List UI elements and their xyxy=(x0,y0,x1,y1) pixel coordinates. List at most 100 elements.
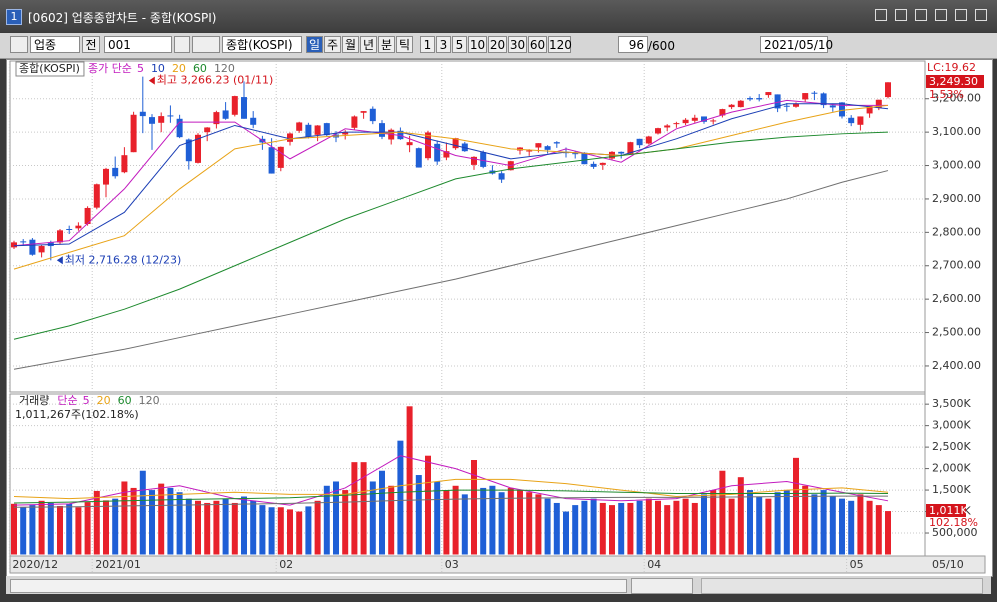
chart: 2,400.00 2,500.00 2,600.00 2,700.00 2,800.00… xyxy=(8,60,986,574)
count-input[interactable]: 96 xyxy=(618,36,648,53)
candle-body xyxy=(691,117,698,121)
volume-bar xyxy=(774,492,781,555)
volume-bar xyxy=(213,500,220,555)
annotation-arrow xyxy=(56,256,63,265)
x-tick-label: 2021/01 xyxy=(95,558,141,571)
search-button[interactable] xyxy=(174,36,190,53)
title-bar: 1 [0602] 업종종합차트 - 종합(KOSPI) xyxy=(0,0,997,32)
y-tick-label: 3,500K xyxy=(932,397,971,410)
period-button[interactable]: 틱 xyxy=(396,36,413,53)
y-tick-label: 3,100.00 xyxy=(932,125,981,138)
sound-button[interactable] xyxy=(192,36,220,53)
ma-line xyxy=(13,170,889,370)
volume-bar xyxy=(314,500,321,555)
interval-button[interactable]: 120 xyxy=(548,36,572,53)
period-button[interactable]: 일 xyxy=(306,36,323,53)
candle-body xyxy=(480,152,487,167)
candle-body xyxy=(572,153,579,155)
x-tick-label: 04 xyxy=(647,558,661,571)
candle-body xyxy=(544,146,551,150)
ctrl[interactable] xyxy=(955,9,967,21)
candle-body xyxy=(498,173,505,180)
volume-bar xyxy=(553,502,560,555)
candle-body xyxy=(599,162,606,165)
period-button[interactable]: 년 xyxy=(360,36,377,53)
candle-body xyxy=(11,242,17,248)
volume-bar xyxy=(581,500,588,555)
ctrl[interactable] xyxy=(875,9,887,21)
candle-body xyxy=(627,142,634,154)
nav-buttons[interactable] xyxy=(631,578,693,594)
volume-bar xyxy=(471,460,477,555)
volume-bar xyxy=(682,498,689,555)
count-max: /600 xyxy=(648,39,675,53)
last-label: 102.18% xyxy=(929,516,978,529)
candle-body xyxy=(342,132,349,135)
candle-body xyxy=(443,151,450,158)
volume-bar xyxy=(11,503,17,555)
volume-bar xyxy=(84,502,91,555)
code-input[interactable]: 001 xyxy=(104,36,172,53)
candle-body xyxy=(406,142,413,146)
interval-button[interactable]: 10 xyxy=(468,36,487,53)
legend-entry: 60 xyxy=(118,394,132,407)
volume-info: 1,011,267주(102.18%) xyxy=(15,408,139,421)
period-button[interactable]: 분 xyxy=(378,36,395,53)
interval-button[interactable]: 20 xyxy=(488,36,507,53)
volume-bar xyxy=(342,490,349,555)
y-tick-label: 3,000K xyxy=(932,419,971,432)
volume-bar xyxy=(645,498,652,555)
chart-area: 2,400.00 2,500.00 2,600.00 2,700.00 2,800.00… xyxy=(6,59,993,577)
ctrl[interactable] xyxy=(915,9,927,21)
legend-ma-label: 단순 xyxy=(57,394,77,407)
legend-entry: 120 xyxy=(214,62,235,75)
volume-bar xyxy=(158,483,165,555)
date-input[interactable]: 2021/05/10 xyxy=(760,36,833,53)
candle-body xyxy=(268,147,275,174)
volume-bar xyxy=(811,494,818,555)
volume-bar xyxy=(149,490,155,555)
ctrl[interactable] xyxy=(895,9,907,21)
last-price-box xyxy=(926,75,984,88)
volume-bar xyxy=(277,507,284,555)
interval-button[interactable]: 1 xyxy=(420,36,435,53)
ma-line xyxy=(13,455,889,506)
candle-body xyxy=(231,96,238,115)
candle-body xyxy=(241,97,247,119)
prev-button[interactable]: 전 xyxy=(82,36,100,53)
x-axis-row xyxy=(9,555,986,574)
volume-bar xyxy=(627,502,634,555)
candle-body xyxy=(167,115,174,117)
period-button[interactable]: 주 xyxy=(324,36,341,53)
volume-bar xyxy=(710,490,717,555)
volume-bar xyxy=(857,494,864,555)
volume-bar xyxy=(691,502,698,555)
volume-bar xyxy=(461,494,468,555)
interval-button[interactable]: 5 xyxy=(452,36,467,53)
interval-button[interactable]: 60 xyxy=(528,36,547,53)
market-select[interactable]: 업종 xyxy=(30,36,80,53)
interval-button[interactable]: 30 xyxy=(508,36,527,53)
volume-bar xyxy=(130,487,137,555)
ctrl[interactable] xyxy=(975,9,987,21)
scroll-track[interactable] xyxy=(10,579,627,593)
icon-button[interactable] xyxy=(10,36,28,53)
volume-bar xyxy=(544,498,551,555)
candle-body xyxy=(673,123,680,125)
volume-bar xyxy=(793,457,799,555)
period-button[interactable]: 월 xyxy=(342,36,359,53)
volume-bar xyxy=(452,485,459,555)
zoom-tools[interactable] xyxy=(701,578,983,594)
candle-body xyxy=(149,117,155,124)
x-last-label: 05/10 xyxy=(932,558,964,571)
ctrl[interactable] xyxy=(935,9,947,21)
candle-body xyxy=(305,124,312,137)
interval-button[interactable]: 3 xyxy=(436,36,451,53)
candle-body xyxy=(112,167,119,177)
x-tick-label: 02 xyxy=(279,558,293,571)
volume-bar xyxy=(756,496,763,555)
volume-bar xyxy=(259,505,266,555)
legend-entry: 120 xyxy=(139,394,160,407)
candle-body xyxy=(84,207,91,224)
